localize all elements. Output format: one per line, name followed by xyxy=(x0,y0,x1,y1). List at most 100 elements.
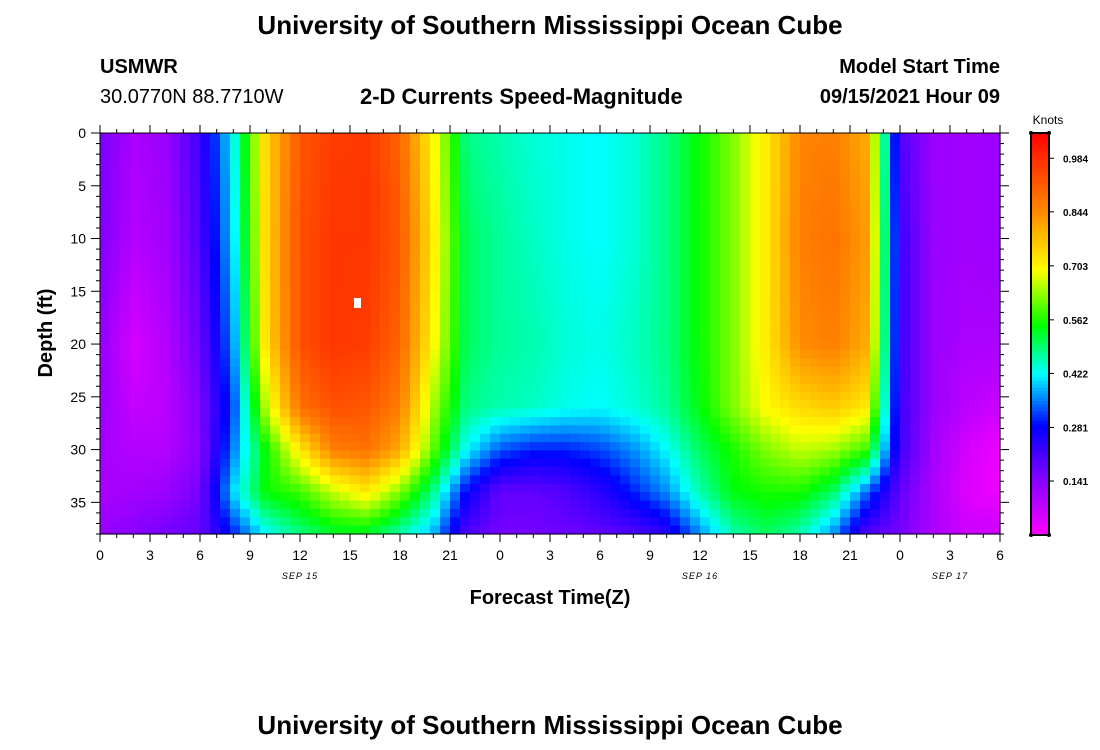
heatmap-cell xyxy=(100,500,111,510)
heatmap-cell xyxy=(140,341,151,351)
heatmap-cell xyxy=(110,350,121,360)
heatmap-cell xyxy=(610,525,621,535)
heatmap-cell xyxy=(580,375,591,385)
heatmap-cell xyxy=(730,300,741,310)
heatmap-cell xyxy=(320,425,331,435)
heatmap-cell xyxy=(550,366,561,376)
colorbar-segment xyxy=(1031,344,1049,348)
heatmap-cell xyxy=(210,366,221,376)
heatmap-cell xyxy=(570,467,581,477)
heatmap-cell xyxy=(710,316,721,326)
heatmap-cell xyxy=(910,425,921,435)
heatmap-cell xyxy=(780,325,791,335)
heatmap-cell xyxy=(260,149,271,159)
heatmap-cell xyxy=(430,141,441,151)
heatmap-cell xyxy=(800,375,811,385)
heatmap-cell xyxy=(320,391,331,401)
heatmap-cell xyxy=(610,149,621,159)
heatmap-cell xyxy=(560,158,571,168)
heatmap-cell xyxy=(940,450,951,460)
heatmap-cell xyxy=(290,283,301,293)
heatmap-cell xyxy=(160,417,171,426)
heatmap-cell xyxy=(140,249,151,259)
heatmap-cell xyxy=(350,467,361,477)
heatmap-cell xyxy=(310,158,321,168)
heatmap-cell xyxy=(300,341,311,351)
heatmap-cell xyxy=(310,475,321,485)
heatmap-cell xyxy=(530,316,541,326)
heatmap-cell xyxy=(630,166,641,176)
heatmap-cell xyxy=(140,400,151,410)
heatmap-cell xyxy=(340,216,351,226)
heatmap-cell xyxy=(410,483,421,493)
heatmap-cell xyxy=(940,508,951,518)
heatmap-cell xyxy=(380,291,391,301)
heatmap-cell xyxy=(330,383,341,393)
heatmap-cell xyxy=(280,492,291,502)
heatmap-cell xyxy=(790,249,801,259)
heatmap-cell xyxy=(940,174,951,184)
heatmap-cell xyxy=(870,408,881,418)
heatmap-cell xyxy=(850,366,861,376)
heatmap-cell xyxy=(950,133,961,142)
heatmap-cell xyxy=(830,141,841,151)
heatmap-cell xyxy=(150,300,161,310)
heatmap-cell xyxy=(410,458,421,468)
colorbar-tick-label: 0.281 xyxy=(1063,423,1088,434)
heatmap-cell xyxy=(700,241,711,251)
heatmap-cell xyxy=(950,233,961,243)
colorbar-segment xyxy=(1031,374,1049,379)
heatmap-cell xyxy=(310,458,321,468)
heatmap-cell xyxy=(900,492,911,502)
heatmap-cell xyxy=(790,508,801,518)
heatmap-cell xyxy=(710,500,721,510)
heatmap-cell xyxy=(970,391,981,401)
heatmap-cell xyxy=(910,400,921,410)
heatmap-cell xyxy=(270,467,281,477)
heatmap-cell xyxy=(640,208,651,218)
heatmap-cell xyxy=(910,224,921,234)
heatmap-cell xyxy=(960,133,971,142)
heatmap-cell xyxy=(260,233,271,243)
heatmap-cell xyxy=(820,174,831,184)
heatmap-cell xyxy=(420,450,431,460)
heatmap-cell xyxy=(120,508,131,518)
heatmap-cell xyxy=(670,375,681,385)
heatmap-cell xyxy=(290,325,301,335)
heatmap-cell xyxy=(630,283,641,293)
heatmap-cell xyxy=(770,442,781,452)
heatmap-cell xyxy=(400,216,411,226)
heatmap-cell xyxy=(680,375,691,385)
heatmap-cell xyxy=(700,275,711,284)
heatmap-cell xyxy=(510,316,521,326)
heatmap-cell xyxy=(410,275,421,284)
heatmap-cell xyxy=(130,500,141,510)
heatmap-cell xyxy=(610,500,621,510)
colorbar-segment xyxy=(1031,437,1049,442)
heatmap-cell xyxy=(750,450,761,460)
heatmap-cell xyxy=(750,266,761,276)
heatmap-cell xyxy=(630,467,641,477)
heatmap-cell xyxy=(330,325,341,335)
heatmap-cell xyxy=(860,241,871,251)
heatmap-cell xyxy=(360,174,371,184)
heatmap-cell xyxy=(930,358,941,368)
heatmap-cell xyxy=(110,241,121,251)
heatmap-cell xyxy=(980,291,991,301)
heatmap-cell xyxy=(820,383,831,393)
heatmap-cell xyxy=(770,141,781,151)
heatmap-cell xyxy=(310,300,321,310)
heatmap-cell xyxy=(790,366,801,376)
heatmap-cell xyxy=(330,158,341,168)
heatmap-cell xyxy=(660,191,671,201)
heatmap-cell xyxy=(460,149,471,159)
heatmap-cell xyxy=(460,166,471,176)
heatmap-cell xyxy=(470,233,481,243)
heatmap-cell xyxy=(770,391,781,401)
heatmap-cell xyxy=(500,417,511,426)
heatmap-cell xyxy=(730,508,741,518)
heatmap-cell xyxy=(440,525,451,535)
heatmap-cell xyxy=(550,375,561,385)
heatmap-cell xyxy=(610,241,621,251)
heatmap-cell xyxy=(870,216,881,226)
